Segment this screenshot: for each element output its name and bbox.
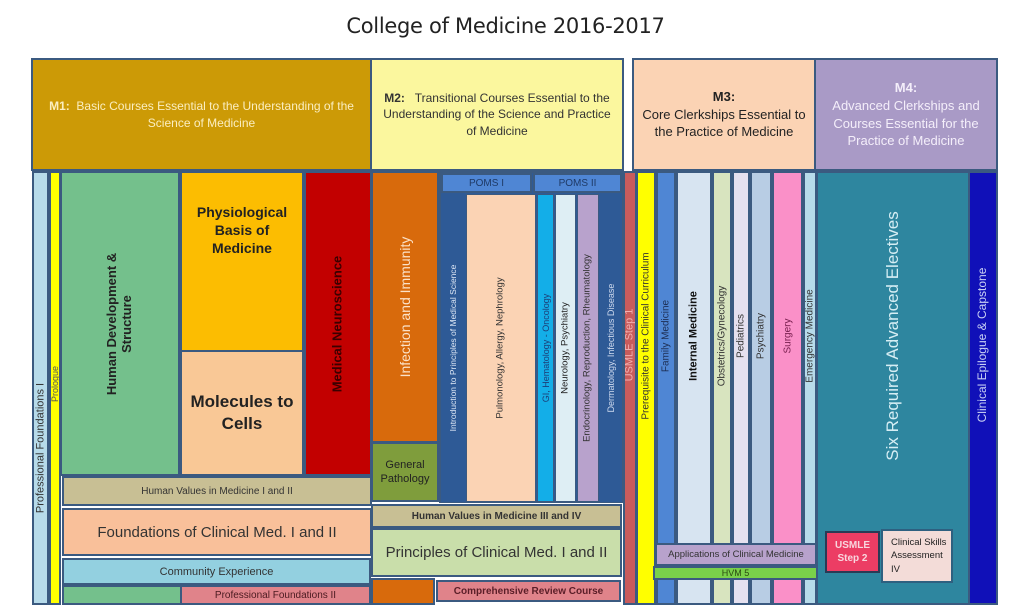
m1-bottom-green [62,585,182,605]
prerequisite-clinical-curriculum: Prerequisite to the Clinical Curriculum [636,171,656,605]
pulmonology-allergy-nephrology: Pulmonology, Allergy, Nephrology [466,194,536,502]
m2-label: M2: [384,91,405,106]
foundations-clinical-med: Foundations of Clinical Med. I and II [62,508,372,556]
clinical-skills-assessment-iv: Clinical Skills Assessment IV [881,529,953,583]
m2-text: Transitional Courses Essential to the Un… [383,91,611,138]
hvm-5: HVM 5 [653,566,818,580]
applications-clinical-medicine: Applications of Clinical Medicine [655,543,817,566]
professional-foundations-1: Professional Foundations I [32,171,49,605]
principles-clinical-med: Principles of Clinical Med. I and II [371,528,622,577]
m3-label: M3: [712,89,736,105]
m4-text: Advanced Clerkships and Courses Essentia… [832,97,980,149]
pediatrics: Pediatrics [732,171,750,605]
poms-1-header: POMS I [441,173,532,193]
m4-header: M4: Advanced Clerkships and Courses Esse… [814,58,998,171]
dermatology-infectious-disease: Dermatology, Infectious Disease [600,194,622,502]
family-medicine: Family Medicine [656,171,676,605]
poms-2-header: POMS II [533,173,622,193]
human-development-structure: Human Development & Structure [60,171,180,476]
internal-medicine: Internal Medicine [676,171,712,605]
physiological-basis-of-medicine: Physiological Basis of Medicine [180,171,304,352]
m1-text: Basic Courses Essential to the Understan… [76,99,354,130]
m1-label: M1: [49,99,70,114]
endocrinology-reproduction-rheumatology: Endocrinology, Reproduction, Rheumatolog… [577,194,599,502]
molecules-to-cells: Molecules to Cells [180,350,304,476]
m3-header: M3: Core Clerkships Essential to the Pra… [632,58,816,171]
m3-text: Core Clerkships Essential to the Practic… [642,106,806,140]
usmle-step-2: USMLE Step 2 [825,531,880,573]
emergency-medicine: Emergency Medicine [803,171,817,605]
surgery: Surgery [772,171,803,605]
professional-foundations-2: Professional Foundations II [180,585,371,605]
medical-neuroscience: Medical Neuroscience [304,171,372,476]
infection-and-immunity: Infection and Immunity [371,171,439,443]
gi-hematology-oncology: GI, Hematology - Oncology [537,194,554,502]
clinical-epilogue-capstone: Clinical Epilogue & Capstone [968,171,998,605]
obstetrics-gynecology: Obstetrics/Gynecology [712,171,732,605]
m2-header: M2: Transitional Courses Essential to th… [370,58,624,171]
page-title: College of Medicine 2016-2017 [346,14,665,38]
m4-label: M4: [894,80,918,96]
m1-header: M1: Basic Courses Essential to the Under… [31,58,372,171]
human-values-3-4: Human Values in Medicine III and IV [371,504,622,528]
community-experience: Community Experience [62,558,371,585]
general-pathology: General Pathology [371,442,439,502]
intro-principles-medical-science: Introduction to Principles of Medical Sc… [441,193,466,502]
comprehensive-review-course: Comprehensive Review Course [436,580,621,602]
psychiatry: Psychiatry [750,171,772,605]
m2-bottom-orange [371,578,435,605]
usmle-step-1: USMLE Step 1 [623,171,637,605]
neurology-psychiatry: Neurology, Psychiatry [555,194,576,502]
human-values-1-2: Human Values in Medicine I and II [62,476,372,506]
